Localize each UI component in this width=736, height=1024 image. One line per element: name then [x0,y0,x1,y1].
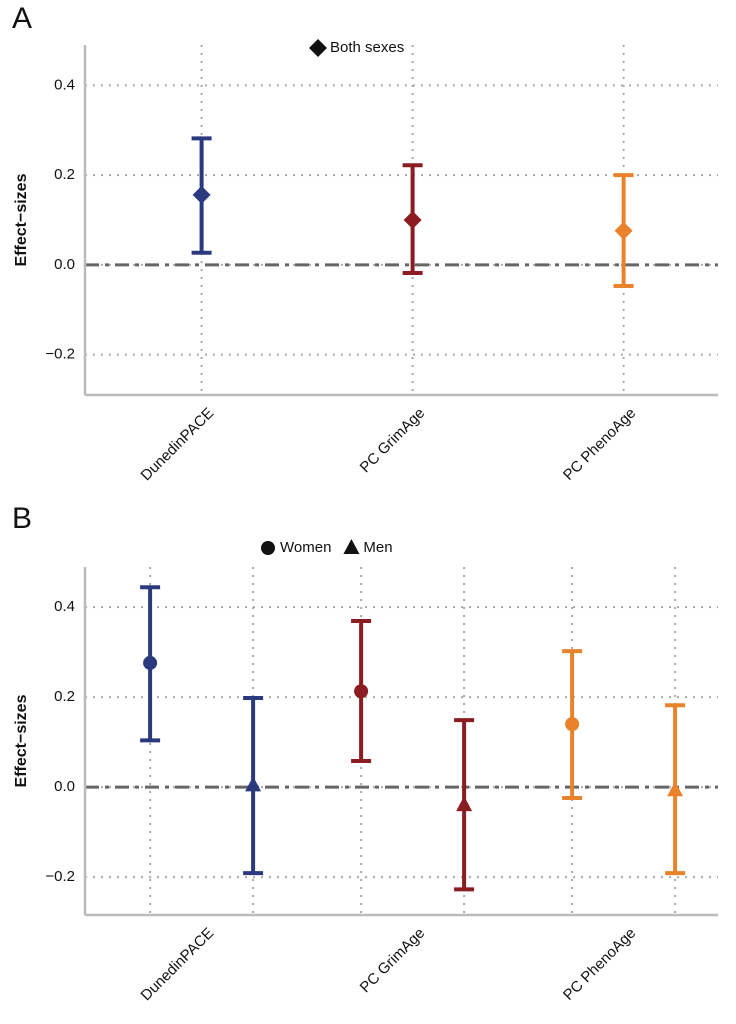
point-triangle [343,539,360,554]
legend-label: Both sexes [330,39,404,56]
point-circle [565,717,580,732]
x-tick-label: PC GrimAge [357,925,429,997]
y-axis-label: Effect−sizes [13,173,30,266]
legend-label: Women [280,539,331,556]
x-tick-label: PC GrimAge [357,405,429,477]
x-tick-label: PC PhenoAge [560,925,639,1004]
point-diamond [192,185,211,204]
point-triangle [667,781,684,797]
panel-0: A Effect−sizes Both sexes 0.4 0.2 0.0 −0.2 Dune… [12,2,718,484]
point-circle [354,684,369,699]
x-tick-label: DunedinPACE [138,405,218,485]
point-diamond [614,221,633,240]
y-tick-label: −0.2 [45,868,75,885]
y-tick-label: 0.2 [54,166,75,183]
point-triangle [245,776,262,792]
x-tick-label: PC PhenoAge [560,405,639,484]
y-tick-label: 0.2 [54,688,75,705]
point-triangle [456,796,473,812]
panel-label: A [12,2,32,35]
point-circle [261,541,275,555]
y-tick-label: 0.4 [54,598,75,615]
y-tick-label: 0.0 [54,778,75,795]
panel-1: B Effect−sizes Women Men 0.4 0.2 0.0 −0.2 Dunedi… [12,502,718,1004]
y-tick-label: −0.2 [45,346,75,363]
x-tick-label: DunedinPACE [138,925,218,1005]
y-tick-label: 0.4 [54,76,75,93]
legend-label: Men [363,539,392,556]
panel-label: B [12,502,32,535]
point-diamond [309,39,327,57]
point-circle [143,655,158,670]
y-tick-label: 0.0 [54,256,75,273]
y-axis-label: Effect−sizes [13,694,30,787]
point-diamond [403,211,422,229]
